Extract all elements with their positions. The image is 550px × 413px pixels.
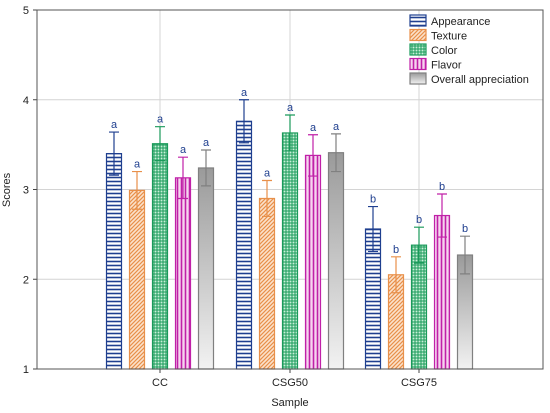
error-bar (201, 149, 211, 187)
bar (433, 214, 451, 370)
error-bar (437, 193, 447, 238)
legend-label: Appearance (431, 16, 490, 28)
legend-swatch (409, 72, 427, 85)
error-bar (132, 170, 142, 210)
error-bar (239, 99, 249, 144)
y-tick-label: 5 (23, 5, 29, 17)
legend-label: Texture (431, 31, 467, 43)
error-bar (308, 134, 318, 177)
significance-letter: a (264, 168, 271, 180)
bar (197, 167, 215, 370)
error-bar (109, 131, 119, 176)
legend-swatch (409, 57, 427, 71)
bar-group: a a a a a a a a a a b b b b b (105, 87, 474, 370)
error-bar (262, 179, 272, 218)
x-tick-label: CSG75 (401, 377, 437, 389)
y-tick-label: 2 (23, 274, 29, 286)
bar (235, 120, 253, 370)
significance-letter: b (393, 244, 399, 256)
error-bar (285, 114, 295, 152)
bar (128, 189, 146, 370)
significance-letter: a (333, 121, 340, 133)
significance-letter: a (310, 122, 317, 134)
bar (258, 197, 276, 370)
error-bar (155, 126, 165, 162)
significance-letter: a (287, 102, 294, 114)
significance-letter: a (134, 159, 141, 171)
significance-letter: a (203, 137, 210, 149)
error-bar (414, 226, 424, 264)
significance-letter: a (157, 114, 164, 126)
error-bar (460, 235, 470, 275)
y-tick-label: 3 (23, 185, 29, 197)
legend: Appearance Texture Color Flavor Overall appr… (409, 14, 529, 86)
legend-label: Overall appreciation (431, 74, 529, 86)
bar (281, 132, 299, 370)
legend-swatch (409, 43, 427, 56)
x-tick-label: CSG50 (272, 377, 308, 389)
y-tick-label: 4 (23, 95, 29, 107)
significance-letter: b (462, 223, 468, 235)
bar (304, 154, 322, 370)
error-bar (391, 256, 401, 294)
bar (174, 177, 192, 370)
significance-letter: b (416, 214, 422, 226)
axes: 1 2 3 4 5 CC CSG50 CSG75 (23, 5, 544, 389)
bar (105, 153, 123, 370)
y-axis-label: Scores (1, 172, 13, 207)
significance-letter: b (439, 181, 445, 193)
legend-swatch (409, 14, 427, 27)
x-tick-label: CC (152, 377, 168, 389)
error-bar (331, 133, 341, 173)
x-axis-label: Sample (271, 397, 308, 409)
error-bar (368, 205, 378, 253)
significance-letter: a (111, 119, 118, 131)
bar (327, 152, 345, 370)
bar (410, 244, 428, 370)
significance-letter: b (370, 194, 376, 206)
legend-label: Flavor (431, 60, 462, 72)
bar (151, 143, 169, 370)
legend-label: Color (431, 45, 458, 57)
significance-letter: a (241, 87, 248, 99)
significance-letter: a (180, 144, 187, 156)
legend-swatch (409, 28, 427, 42)
error-bar (178, 156, 188, 200)
y-tick-label: 1 (23, 364, 29, 376)
